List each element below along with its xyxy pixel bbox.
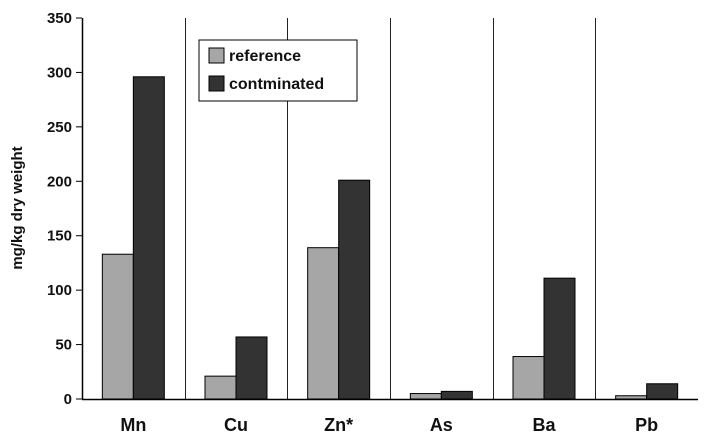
bar-contminated-As xyxy=(440,390,473,400)
y-tick-label: 350 xyxy=(47,10,72,27)
x-tick-label: Pb xyxy=(635,415,658,435)
y-axis: 0 50 100 150 200 250 300 350 xyxy=(47,10,84,408)
legend-label-contminated: contminated xyxy=(229,76,324,93)
plot-area: 0 50 100 150 200 250 300 350 Mn Cu Zn* As Ba Pb xyxy=(47,10,698,435)
legend-label-reference: reference xyxy=(229,48,301,65)
y-tick-label: 250 xyxy=(47,119,72,136)
y-tick-label: 100 xyxy=(47,282,72,299)
bar-contminated-Ba xyxy=(543,277,576,400)
bars-group xyxy=(101,76,679,400)
x-tick-label: Zn* xyxy=(324,415,353,435)
bar-reference-Cu xyxy=(204,375,237,400)
y-axis-label: mg/kg dry weight xyxy=(9,146,26,269)
y-tick-label: 300 xyxy=(47,64,72,81)
bar-reference-Pb xyxy=(615,395,648,400)
y-tick-label: 200 xyxy=(47,173,72,190)
x-axis: Mn Cu Zn* As Ba Pb xyxy=(82,398,698,435)
x-tick-label: Ba xyxy=(532,415,556,435)
bar-reference-As xyxy=(409,393,442,400)
bar-contminated-Mn xyxy=(132,76,165,400)
legend-box xyxy=(198,39,358,102)
bar-contminated-Pb xyxy=(646,383,679,400)
legend-swatch-reference xyxy=(208,47,225,64)
bar-reference-Mn xyxy=(101,253,134,400)
bar-contminated-Cu xyxy=(235,336,268,400)
y-tick-label: 50 xyxy=(55,337,72,354)
bar-reference-Zn xyxy=(307,247,340,400)
legend-swatch-contminated xyxy=(208,75,225,92)
y-tick-label: 0 xyxy=(64,391,72,408)
legend: reference contminated xyxy=(198,39,358,102)
y-tick-label: 150 xyxy=(47,228,72,245)
x-tick-label: Cu xyxy=(224,415,248,435)
bar-contminated-Zn xyxy=(338,179,371,400)
bar-reference-Ba xyxy=(512,356,545,400)
x-tick-label: Mn xyxy=(120,415,146,435)
x-tick-label: As xyxy=(430,415,453,435)
